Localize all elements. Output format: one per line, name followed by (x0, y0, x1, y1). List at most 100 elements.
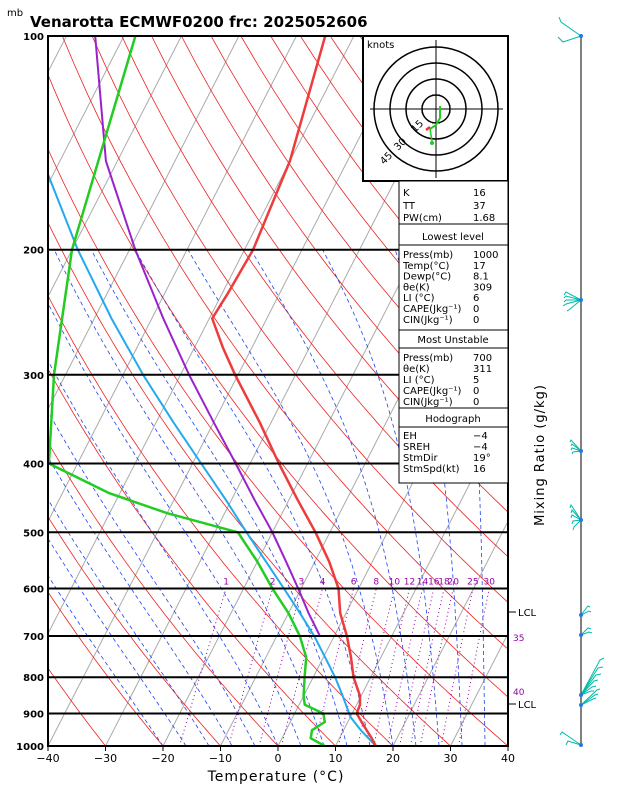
pressure-tick-label: 100 (23, 32, 44, 43)
lowest-level-rows: Press(mb) 1000 Temp(°C) 17 Dewp(°C) 8.1 θe(K) 3… (402, 250, 498, 326)
wind-barb-point-800 (579, 693, 583, 697)
isotherm-line (48, 36, 182, 298)
pressure-tick-label: 600 (23, 584, 44, 595)
index-pw-value: 1.68 (473, 213, 495, 224)
lowest-level-value: 0 (473, 304, 479, 315)
wind-barb-520 (572, 519, 582, 531)
wind-barb-825 (580, 690, 594, 696)
wind-barb-625 (580, 610, 592, 616)
dry-adiabat-line (151, 36, 508, 513)
wind-barb-290 (566, 299, 582, 312)
wind-barb-point-690 (579, 633, 583, 637)
moist-adiabat-line (90, 249, 348, 746)
isotherm-line (48, 36, 240, 411)
dry-adiabat-line (61, 36, 508, 650)
isotherm-line (48, 36, 125, 186)
mixing-ratio-line (440, 588, 474, 746)
hodograph-axis-ticks (389, 62, 483, 156)
wind-barb-100 (558, 16, 582, 37)
mixing-ratio-line (313, 588, 355, 746)
wind-barb-point-1000 (579, 743, 583, 747)
most-unstable-value: 5 (473, 375, 479, 386)
dry-adiabat-line (121, 36, 508, 558)
hodograph-indices-rows: EH −4 SREH −4 StmDir 19° StmSpd(kt) 16 (403, 431, 491, 475)
temperature-tick-label: 20 (386, 752, 400, 765)
isotherm-line (48, 36, 297, 523)
wind-barb-point-430 (579, 449, 583, 453)
dry-adiabat-line (509, 36, 618, 746)
mixing-ratio-label: 3 (299, 577, 305, 587)
pressure-tick-label: 300 (23, 371, 44, 382)
wind-barb-280 (563, 299, 581, 303)
wind-barb-820 (580, 685, 597, 696)
temperature-tick-labels: −40 −30 −20 −10 0 10 20 30 40 (36, 746, 515, 765)
dry-adiabat-line (48, 73, 508, 698)
pressure-tick-label: 1000 (16, 742, 44, 753)
wind-barb-440 (570, 447, 582, 452)
hodograph-trace-red (425, 126, 431, 131)
mixing-ratio-label: 12 (404, 577, 415, 587)
lowest-level-value: 6 (473, 293, 479, 304)
dry-adiabat-line (48, 368, 336, 746)
hodograph-index-label: EH (403, 431, 417, 442)
most-unstable-header: Most Unstable (417, 335, 488, 346)
wind-barb-620 (580, 605, 591, 616)
mixing-ratio-line (357, 588, 395, 746)
wind-barb-column (557, 16, 605, 747)
index-tt-label: TT (402, 201, 416, 212)
lowest-level-value: 309 (473, 282, 492, 293)
mixing-ratio-line (419, 588, 454, 746)
hodograph-trace-lower (429, 128, 433, 142)
wind-barb-500 (569, 503, 582, 521)
hodograph-index-value: 16 (473, 464, 486, 475)
isotherm-line (335, 407, 508, 746)
mixing-ratio-line (387, 588, 423, 746)
mixing-ratio-label: 14 (417, 577, 429, 587)
pressure-tick-label: 800 (23, 673, 44, 684)
moist-adiabat-line (250, 249, 417, 746)
moist-adiabat-line (48, 456, 233, 746)
pressure-tick-label: 500 (23, 528, 44, 539)
pressure-tick-label: 400 (23, 459, 44, 470)
lowest-level-label: Temp(°C) (402, 261, 450, 272)
hodograph-unit-label: knots (367, 40, 394, 51)
pressure-unit-label: mb (7, 8, 23, 19)
index-k-label: K (403, 188, 410, 199)
temperature-tick-label: 10 (329, 752, 343, 765)
wind-barb-275 (563, 295, 582, 301)
wind-barb-1005 (565, 740, 582, 746)
temperature-tick-label: −30 (94, 752, 117, 765)
mixing-ratio-label: 10 (389, 577, 401, 587)
temperature-line (210, 36, 377, 746)
dry-adiabat-line (48, 591, 164, 746)
temperature-tick-label: −40 (36, 752, 59, 765)
hodograph-index-label: StmDir (403, 453, 438, 464)
moist-adiabat-line (48, 302, 302, 746)
isotherm-line (392, 520, 508, 746)
wind-barb-270 (563, 291, 582, 301)
pressure-tick-label: 200 (23, 246, 44, 257)
chart-title: Venarotta ECMWF0200 frc: 2025052606 (30, 13, 368, 31)
lowest-level-label: CAPE(Jkg⁻¹) (403, 304, 461, 315)
wind-barb-515 (571, 519, 582, 525)
isotherm-line (48, 36, 355, 635)
index-pw-label: PW(cm) (403, 213, 442, 224)
lcl-label-upper: LCL (518, 608, 537, 619)
mixing-ratio-label: 30 (483, 577, 495, 587)
wind-barb-860 (580, 697, 597, 706)
indices-panel: K 16 TT 37 PW(cm) 1.68 Lowest level Pres… (398, 180, 509, 484)
pressure-tick-label: 700 (23, 632, 44, 643)
hodograph-index-value: −4 (473, 431, 488, 442)
most-unstable-value: 0 (473, 397, 479, 408)
wind-barb-435 (570, 443, 582, 452)
mixing-ratio-line (258, 588, 302, 746)
wind-barb-850 (580, 688, 601, 706)
temperature-tick-label: 40 (501, 752, 515, 765)
lowest-level-label: CIN(Jkg⁻¹) (403, 315, 453, 326)
most-unstable-label: CAPE(Jkg⁻¹) (403, 386, 461, 397)
pressure-tick-labels: 100 200 300 400 500 600 700 800 900 1000 (16, 32, 44, 753)
lowest-level-label: Dewp(°C) (403, 272, 451, 283)
mixing-ratio-label: 6 (351, 577, 357, 587)
wind-barb-430 (569, 439, 582, 452)
